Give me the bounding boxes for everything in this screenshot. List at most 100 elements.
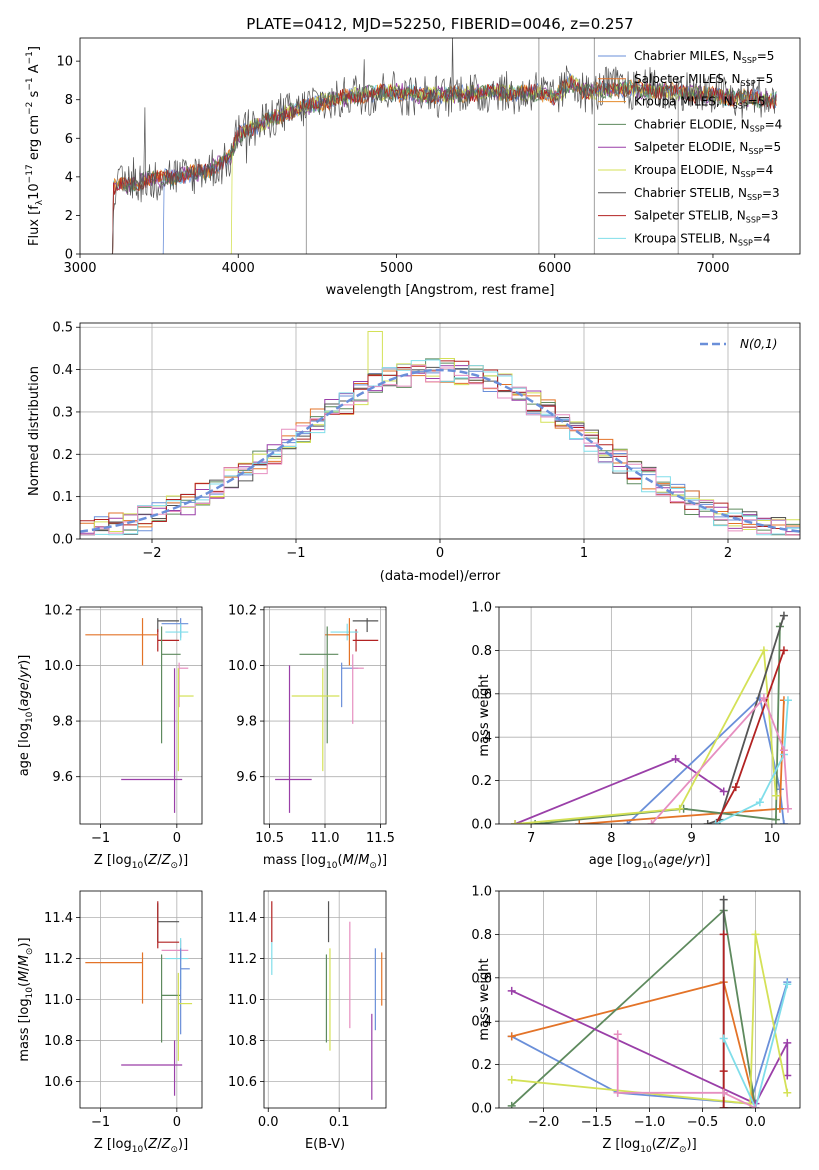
label-part: ( — [17, 982, 32, 987]
mass-vs-ebv-plot-area — [264, 891, 386, 1108]
data-point — [177, 668, 194, 772]
label-part: ⊙ — [170, 1145, 178, 1155]
legend-rest: =5 — [757, 49, 775, 63]
label-part: Z — [161, 853, 172, 868]
weight-line — [511, 989, 789, 1105]
x-tick-label: −1 — [286, 546, 305, 561]
legend-text: Kroupa ELODIE, N — [634, 163, 741, 177]
weight-vs-age-plot-area — [499, 607, 800, 824]
weight-marker — [719, 787, 728, 796]
age-vs-Z-plot-area — [80, 607, 202, 824]
weight-marker — [731, 783, 740, 792]
y-tick-label: 0 — [65, 248, 73, 263]
legend-text: Kroupa STELIB, N — [634, 231, 738, 245]
data-point — [160, 626, 181, 744]
label-part: Flux [f — [27, 205, 42, 246]
label-part: / — [17, 677, 32, 682]
y-tick-label: 10.0 — [228, 659, 257, 674]
y-tick-label: 10.0 — [44, 659, 73, 674]
weight-line — [616, 1034, 756, 1108]
label-part: s — [27, 90, 42, 101]
legend-sub: SSP — [741, 170, 756, 179]
weight-marker — [647, 820, 656, 824]
x-tick-label: −2 — [142, 546, 161, 561]
label-part: / — [354, 853, 359, 868]
weight-marker — [575, 820, 584, 824]
weight-line — [722, 984, 789, 1108]
legend-entry: Chabrier MILES, NSSP=5 — [634, 49, 774, 65]
x-tick-label: 9 — [687, 831, 695, 846]
y-axis-label: mass weight — [477, 958, 492, 1040]
x-tick-label: 7 — [527, 831, 535, 846]
y-tick-label: 11.4 — [228, 911, 257, 926]
weight-line — [626, 696, 785, 824]
data-point — [275, 665, 312, 813]
x-axis-label: E(B-V) — [305, 1137, 345, 1152]
legend-sub: SSP — [747, 193, 762, 202]
x-axis-label: wavelength [Angstrom, rest frame] — [326, 283, 555, 298]
residuals-panel: −2 −1 0 1 2 0.0 0.1 0.2 0.3 0.4 0.5 N(0,1) (data-mod… — [27, 321, 801, 584]
weight-marker — [719, 930, 728, 939]
y-tick-label: 11.2 — [44, 952, 73, 967]
mass-vs-ebv-panel: 0.0 0.1 10.6 10.8 11.0 11.2 11.4 E(B-V) — [228, 890, 387, 1152]
x-tick-label: 10 — [764, 831, 781, 846]
legend-sub: SSP — [746, 216, 761, 225]
weight-marker — [719, 1034, 728, 1043]
x-tick-label: 11.5 — [366, 831, 395, 846]
weight-marker — [507, 1032, 516, 1041]
label-part: erg cm — [27, 115, 42, 164]
y-axis-label: Flux [fλ10−17 erg cm−2 s−1 A−1] — [25, 46, 45, 246]
legend-text: Salpeter STELIB, N — [634, 209, 746, 223]
y-tick-label: 10.6 — [228, 1075, 257, 1090]
legend-text: Chabrier ELODIE, N — [634, 117, 750, 131]
spectrum-line — [111, 38, 777, 254]
label-part: M — [358, 853, 369, 868]
legend-rest: =4 — [765, 117, 783, 131]
weight-line — [715, 700, 789, 824]
x-axis-label: Z [log10(Z/Z⊙)] — [94, 1137, 188, 1155]
y-tick-label: 1.0 — [471, 601, 492, 616]
data-point — [165, 623, 189, 641]
weight-marker — [719, 895, 728, 904]
weight-marker — [783, 1038, 792, 1047]
weight-line — [511, 981, 789, 1105]
weight-marker — [759, 646, 768, 655]
mass-vs-Z-panel: −1 010.610.811.011.211.4Z [log10(Z/Z⊙)]ma… — [17, 890, 203, 1155]
y-tick-label: 0.8 — [471, 928, 492, 943]
y-tick-label: 10.8 — [228, 1034, 257, 1049]
axes-frame — [498, 606, 801, 825]
label-part: mass [log — [263, 853, 326, 868]
y-tick-label: 0.8 — [471, 644, 492, 659]
y-tick-label: 6 — [65, 132, 73, 147]
label-part: ( — [143, 1137, 148, 1152]
legend-rest: =5 — [756, 72, 774, 86]
label-part: yr — [17, 663, 32, 679]
label-part: Z [log — [602, 1137, 640, 1152]
y-tick-label: 0.2 — [471, 774, 492, 789]
data-point — [325, 618, 350, 666]
legend-sub: SSP — [748, 147, 763, 156]
weight-line — [650, 696, 789, 824]
label-part: ⊙ — [25, 948, 35, 956]
label-part: ( — [143, 853, 148, 868]
data-point — [85, 952, 144, 1004]
x-tick-label: 3000 — [63, 261, 96, 276]
age-vs-Z-panel: −1 09.69.810.010.2Z [log10(Z/Z⊙)]age [log… — [17, 603, 203, 871]
y-tick-label: 0.4 — [471, 731, 492, 746]
label-part: ( — [653, 853, 658, 868]
axes-frame — [79, 606, 203, 825]
legend-rest: =4 — [753, 231, 771, 245]
weight-marker — [775, 804, 784, 813]
data-point — [180, 948, 190, 1035]
weight-line — [515, 647, 777, 824]
label-part: 10 — [25, 987, 35, 999]
y-tick-label: 4 — [65, 170, 73, 185]
y-axis-label: mass weight — [477, 674, 492, 756]
data-point — [330, 623, 359, 641]
weight-marker — [675, 804, 684, 813]
label-part: ⊙ — [679, 1145, 687, 1155]
label-part: −1 — [25, 51, 35, 64]
x-axis-label: (data-model)/error — [380, 569, 501, 584]
y-tick-label: 10.2 — [44, 603, 73, 618]
